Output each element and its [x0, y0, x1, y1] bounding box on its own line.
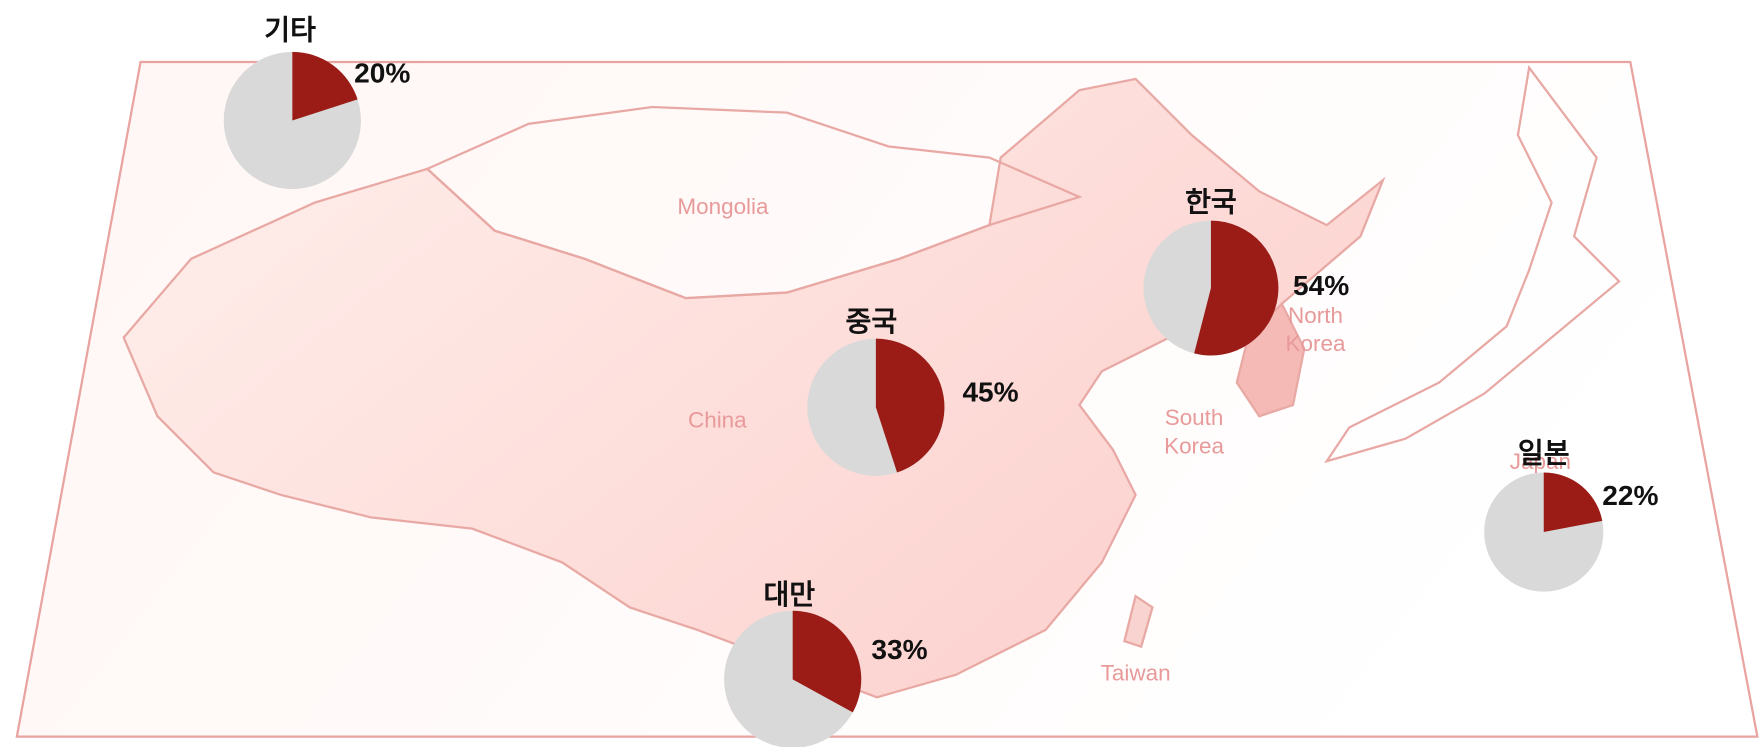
pie-name: 기타 — [264, 14, 316, 47]
pie-slice — [1543, 472, 1603, 533]
map-label: North — [1288, 303, 1343, 328]
pie: 일본 22% — [1484, 436, 1658, 592]
pie-value-label: 20% — [354, 57, 410, 88]
taiwan-outline — [1123, 594, 1154, 649]
pie-name: 중국 — [846, 305, 898, 338]
map-label: Korea — [1164, 433, 1224, 458]
pie-name: 대만 — [763, 578, 815, 611]
pie: 한국 54% — [1143, 186, 1349, 356]
pie-value-label: 45% — [962, 377, 1018, 408]
pie-slice — [292, 51, 358, 121]
pie: 대만 33% — [724, 578, 928, 747]
pie: 중국 45% — [807, 305, 1019, 476]
pie-slice — [875, 338, 945, 473]
pie-slice — [792, 610, 862, 713]
mongolia-outline — [425, 105, 1083, 300]
pie: 기타 20% — [223, 14, 410, 190]
map-label: Korea — [1286, 331, 1346, 356]
pie-value-label: 22% — [1602, 480, 1658, 511]
map-label: Mongolia — [677, 194, 769, 219]
pie-name: 일본 — [1518, 436, 1570, 469]
map-label: South — [1165, 405, 1224, 430]
pie-slice — [1194, 220, 1279, 356]
pie-name: 한국 — [1185, 186, 1237, 219]
map-label: China — [688, 407, 747, 432]
pie-value-label: 54% — [1293, 270, 1349, 301]
japan-outline — [1324, 64, 1621, 464]
pie-value-label: 33% — [871, 634, 927, 665]
map-labels: Mongolia China North Korea South Korea Japan Ta… — [677, 194, 1571, 686]
map-label: Taiwan — [1101, 660, 1171, 685]
map-label: Japan — [1510, 449, 1571, 474]
pies: 기타 20% 중국 45% 한국 54% 일본 22% 대만 33% — [223, 14, 1658, 747]
